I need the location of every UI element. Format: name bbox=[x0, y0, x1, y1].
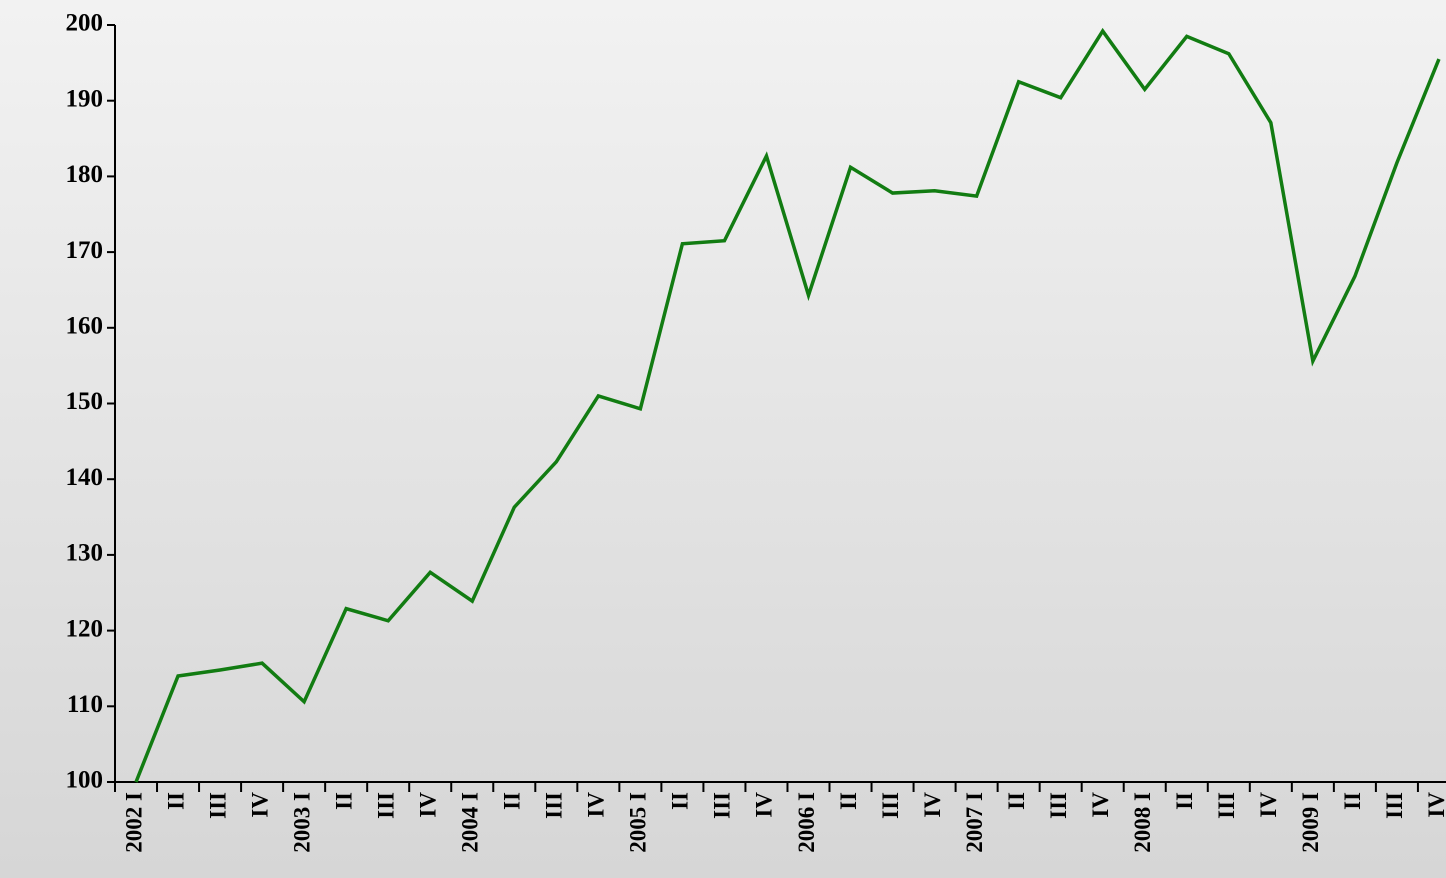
y-tick-label: 120 bbox=[66, 615, 104, 642]
x-tick-label: IV bbox=[247, 792, 272, 818]
x-tick-label: 2003 I bbox=[289, 792, 314, 853]
x-tick-label: III bbox=[710, 792, 735, 819]
x-tick-label: III bbox=[878, 792, 903, 819]
x-tick-label: II bbox=[836, 792, 861, 810]
y-tick-label: 180 bbox=[66, 161, 104, 188]
y-tick-label: 110 bbox=[67, 691, 103, 718]
x-tick-label: III bbox=[1382, 792, 1407, 819]
x-tick-label: II bbox=[1172, 792, 1197, 810]
x-tick-label: 2002 I bbox=[121, 792, 146, 853]
x-tick-label: 2006 I bbox=[794, 792, 819, 853]
x-tick-label: II bbox=[1340, 792, 1365, 810]
x-tick-label: IV bbox=[1088, 792, 1113, 818]
y-tick-label: 190 bbox=[66, 85, 104, 112]
x-tick-label: II bbox=[1004, 792, 1029, 810]
x-tick-label: IV bbox=[920, 792, 945, 818]
x-tick-label: IV bbox=[584, 792, 609, 818]
y-tick-label: 160 bbox=[66, 313, 104, 340]
x-tick-label: IV bbox=[1424, 792, 1446, 818]
y-tick-label: 200 bbox=[66, 10, 104, 37]
x-tick-label: III bbox=[205, 792, 230, 819]
x-tick-label: II bbox=[163, 792, 188, 810]
y-tick-label: 130 bbox=[66, 540, 104, 567]
x-tick-label: II bbox=[668, 792, 693, 810]
x-tick-label: II bbox=[331, 792, 356, 810]
x-tick-label: 2007 I bbox=[962, 792, 987, 853]
x-tick-label: 2009 I bbox=[1298, 792, 1323, 853]
y-tick-label: 100 bbox=[66, 767, 104, 794]
x-tick-label: III bbox=[1214, 792, 1239, 819]
x-tick-label: 2008 I bbox=[1130, 792, 1155, 853]
data-line bbox=[134, 27, 1441, 783]
x-tick-label: IV bbox=[1256, 792, 1281, 818]
y-tick-label: 150 bbox=[66, 388, 104, 415]
x-tick-label: IV bbox=[752, 792, 777, 818]
x-tick-label: II bbox=[500, 792, 525, 810]
y-tick-label: 140 bbox=[66, 464, 104, 491]
x-tick-label: 2004 I bbox=[458, 792, 483, 853]
x-tick-label: IV bbox=[416, 792, 441, 818]
x-tick-label: III bbox=[542, 792, 567, 819]
x-tick-label: 2005 I bbox=[626, 792, 651, 853]
x-tick-label: III bbox=[373, 792, 398, 819]
y-tick-label: 170 bbox=[66, 237, 104, 264]
x-tick-label: III bbox=[1046, 792, 1071, 819]
